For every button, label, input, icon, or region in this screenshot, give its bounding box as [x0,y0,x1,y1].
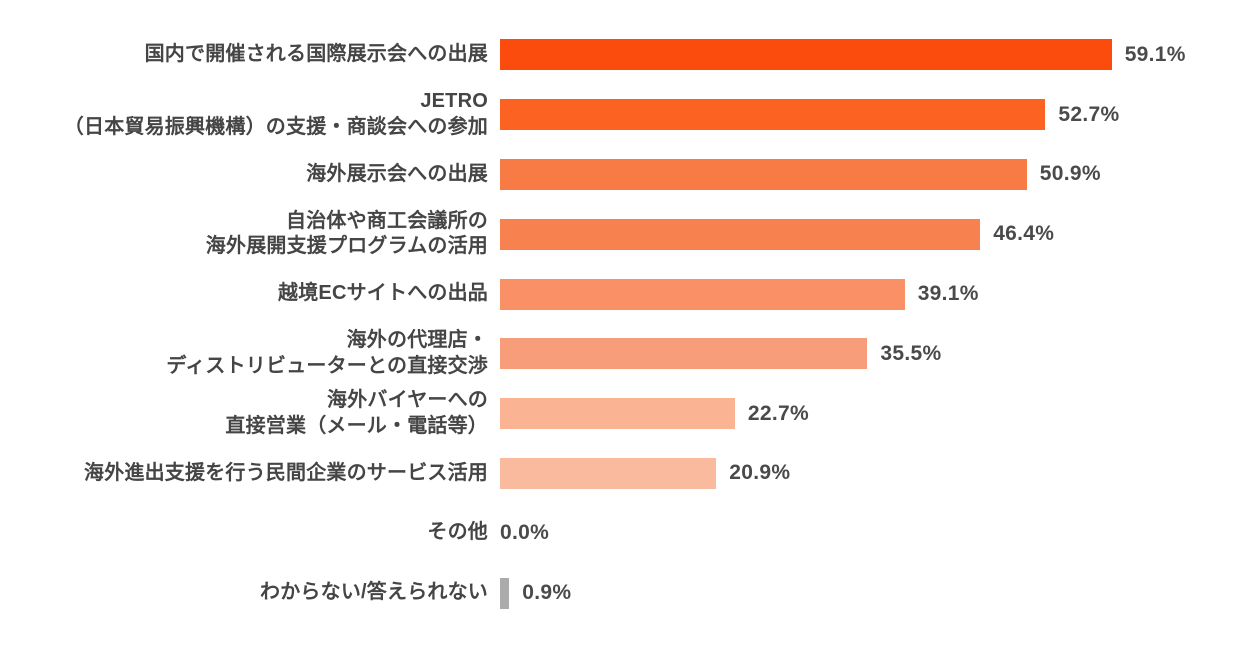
chart-row: 海外バイヤーへの 直接営業（メール・電話等） 22.7% [0,384,1240,444]
chart-row: 自治体や商工会議所の海外展開支援プログラムの活用 46.4% [0,204,1240,264]
category-label: 国内で開催される国際展示会への出展 [0,42,488,68]
category-label-line: 海外展示会への出展 [306,162,488,185]
category-label-line: 海外進出支援を行う民間企業のサービス活用 [84,461,488,484]
bar-track: 22.7% [488,384,1240,444]
chart-row: 国内で開催される国際展示会への出展 59.1% [0,25,1240,85]
value-label: 22.7% [747,401,809,425]
bar [500,158,1027,190]
category-label: 海外の代理店・ ディストリビューターとの直接交渉 [0,328,488,379]
bar-track: 20.9% [488,444,1240,504]
category-label: JETRO （日本貿易振興機構）の支援・商談会への参加 [0,89,488,140]
category-label: わからない/答えられない [0,580,488,606]
chart-rows: 国内で開催される国際展示会への出展 59.1% JETRO （日本貿易振興機構）の支援… [0,25,1240,623]
bar [500,457,717,489]
chart-row: わからない/答えられない 0.9% [0,563,1240,623]
chart-row: その他 0.0% [0,503,1240,563]
value-label: 20.9% [729,461,791,485]
category-label-line: 自治体や商工会議所の [286,209,488,232]
bar-track: 0.9% [488,563,1240,623]
bar [500,398,735,430]
category-label-line: 国内で開催される国際展示会への出展 [144,43,488,66]
category-label: 海外進出支援を行う民間企業のサービス活用 [0,461,488,487]
bar [500,39,1112,71]
value-label: 46.4% [993,222,1055,246]
category-label: 越境ECサイトへの出品 [0,281,488,307]
bar-track: 50.9% [488,145,1240,205]
value-label: 0.0% [500,521,550,545]
value-label: 0.9% [522,581,572,605]
bar-track: 35.5% [488,324,1240,384]
value-label: 59.1% [1124,42,1186,66]
category-label-line: 直接営業（メール・電話等） [225,414,488,437]
bar-track: 59.1% [488,25,1240,85]
category-label-line: 越境ECサイトへの出品 [278,282,488,305]
bar [500,338,868,370]
chart-row: 海外進出支援を行う民間企業のサービス活用 20.9% [0,444,1240,504]
category-label-line: わからない/答えられない [260,581,488,604]
chart-row: 海外展示会への出展 50.9% [0,145,1240,205]
category-label-line: 海外の代理店・ [346,329,488,352]
category-label-line: ディストリビューターとの直接交渉 [166,354,488,377]
bar [500,577,510,609]
value-label: 50.9% [1039,162,1101,186]
chart-row: JETRO （日本貿易振興機構）の支援・商談会への参加 52.7% [0,85,1240,145]
category-label: 海外バイヤーへの 直接営業（メール・電話等） [0,388,488,439]
value-label: 52.7% [1058,102,1120,126]
value-label: 39.1% [917,282,979,306]
bar-track: 39.1% [488,264,1240,324]
bar-track: 0.0% [488,503,1240,563]
bar-track: 52.7% [488,85,1240,145]
category-label-line: （日本貿易振興機構）の支援・商談会への参加 [63,115,488,138]
category-label-line: JETRO [420,90,488,113]
category-label: 自治体や商工会議所の海外展開支援プログラムの活用 [0,209,488,260]
value-label: 35.5% [880,341,942,365]
category-label: 海外展示会への出展 [0,162,488,188]
bar [500,278,905,310]
bar [500,218,981,250]
bar [500,99,1046,131]
bar-track: 46.4% [488,204,1240,264]
category-label-line: 海外展開支援プログラムの活用 [205,235,488,258]
category-label-line: 海外バイヤーへの [327,389,488,412]
category-label: その他 [0,520,488,546]
category-label-line: その他 [427,521,488,544]
chart-row: 海外の代理店・ ディストリビューターとの直接交渉 35.5% [0,324,1240,384]
chart-row: 越境ECサイトへの出品 39.1% [0,264,1240,324]
